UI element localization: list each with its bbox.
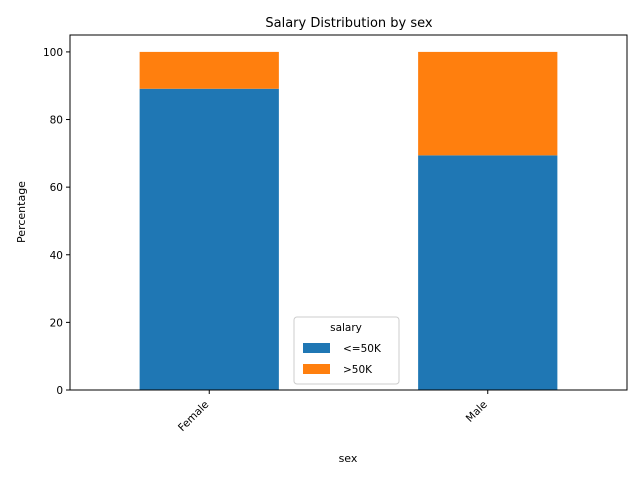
y-ticks: 0 20 40 60 80 100	[43, 47, 70, 397]
chart-title: Salary Distribution by sex	[265, 16, 433, 31]
y-tick-label: 80	[50, 115, 63, 127]
bar-female-series-0	[139, 88, 279, 390]
legend-swatch-1	[303, 364, 330, 374]
bars-group	[139, 51, 558, 390]
bar-male-series-0	[418, 155, 558, 390]
y-tick-label: 20	[50, 317, 63, 329]
y-tick-label: 100	[43, 47, 63, 59]
legend: salary <=50K >50K	[293, 316, 400, 385]
x-tick-label-male: Male	[464, 399, 490, 425]
x-tick-label-female: Female	[176, 399, 211, 434]
axes-group	[69, 34, 628, 391]
x-axis-label: sex	[339, 452, 358, 465]
bar-female-series-1	[139, 51, 279, 89]
y-tick-label: 60	[50, 182, 63, 194]
legend-items: <=50K >50K	[303, 343, 382, 376]
legend-swatch-0	[303, 343, 330, 353]
plot-frame	[69, 34, 628, 391]
legend-label-0: <=50K	[343, 343, 382, 355]
bar-male-series-1	[418, 51, 558, 156]
y-tick-label: 0	[56, 385, 63, 397]
legend-title: salary	[330, 322, 362, 334]
y-axis-label: Percentage	[15, 181, 28, 243]
y-tick-label: 40	[50, 250, 63, 262]
x-ticks: Female Male	[176, 390, 490, 434]
legend-label-1: >50K	[343, 364, 373, 376]
